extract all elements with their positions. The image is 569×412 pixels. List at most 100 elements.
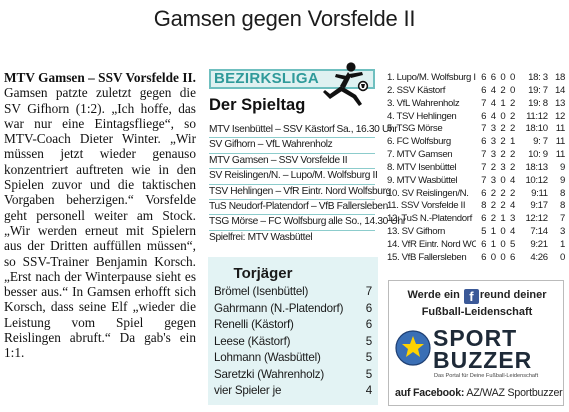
standings-points: 3 <box>560 226 566 238</box>
standings-games: 6 <box>481 187 487 199</box>
scorer-goals: 5 <box>365 334 372 348</box>
standings-points: 7 <box>560 213 566 225</box>
scorer-row: Gahrmann (N.-Platendorf) 6 <box>214 301 372 318</box>
scorer-name: Saretzki (Wahrenholz) <box>214 367 325 381</box>
standings-games: 6 <box>481 110 487 122</box>
standings-row: 13. SV Gifhorn 5 1 0 4 7:14 3 <box>387 226 565 239</box>
standings-wins: 2 <box>490 161 496 173</box>
standings-points: 13 <box>555 97 566 109</box>
standings-row: 4. TSV Hehlingen 6 4 0 2 11:12 12 <box>387 111 565 124</box>
standings-games: 7 <box>481 161 487 173</box>
scorer-goals: 4 <box>365 384 372 397</box>
scorer-name: vier Spieler je <box>214 384 282 397</box>
standings-goals: 10:12 <box>525 174 548 186</box>
ad-footer-handle: AZ/WAZ Sportbuzzer <box>464 387 563 399</box>
standings-goals: 9: 7 <box>533 136 548 148</box>
ad-footer: auf Facebook: AZ/WAZ Sportbuzzer <box>395 387 563 399</box>
standings-games: 6 <box>481 136 487 148</box>
fixture-match: TSV Hehlingen – VfR Eintr. Nord Wolfsbur… <box>209 185 391 197</box>
standings-losses: 2 <box>509 161 515 173</box>
fixture-row: MTV Gamsen – SSV Vorsfelde II <box>209 154 375 170</box>
fixture-match: Spielfrei: MTV Wasbüttel <box>209 231 313 243</box>
standings-draws: 0 <box>500 110 506 122</box>
ad-footer-label: auf Facebook: <box>395 387 465 399</box>
brand-buzzer: BUZZER <box>433 347 533 373</box>
football-player-icon <box>323 62 369 106</box>
sportbuzzer-ball-icon <box>395 330 431 366</box>
standings-goals: 9:21 <box>530 238 548 250</box>
standings-games: 5 <box>481 226 487 238</box>
standings-goals: 19: 8 <box>528 97 548 109</box>
standings-points: 14 <box>555 84 566 96</box>
standings-points: 11 <box>555 123 566 135</box>
standings-losses: 0 <box>509 84 515 96</box>
standings-points: 8 <box>560 187 566 199</box>
standings-team: 9. MTV Wasbüttel <box>387 174 458 186</box>
standings-wins: 3 <box>490 149 496 161</box>
scorer-goals: 6 <box>365 301 372 315</box>
standings-team: 12. TuS N.-Platendorf <box>387 213 472 225</box>
standings-draws: 2 <box>500 84 506 96</box>
standings-team: 1. Lupo/M. Wolfsburg II <box>387 72 477 83</box>
standings-row: 8. MTV Isenbüttel 7 2 3 2 18:13 9 <box>387 162 565 175</box>
standings-points: 9 <box>560 174 566 186</box>
scorer-row: Leese (Kästorf) 5 <box>214 334 372 351</box>
standings-goals: 4:26 <box>530 251 548 263</box>
standings-team: 5. TSG Mörse <box>387 123 443 135</box>
standings-row: 12. TuS N.-Platendorf 6 2 1 3 12:12 7 <box>387 213 565 226</box>
standings-goals: 10: 9 <box>528 149 548 161</box>
scorer-goals: 6 <box>365 318 372 331</box>
ad-headline: Werde ein f reund deiner <box>389 289 565 304</box>
standings-draws: 0 <box>500 72 506 83</box>
standings-team: 2. SSV Kästorf <box>387 84 446 96</box>
standings-draws: 3 <box>500 161 506 173</box>
standings-losses: 2 <box>509 187 515 199</box>
standings-team: 8. MTV Isenbüttel <box>387 161 457 173</box>
standings-games: 7 <box>481 149 487 161</box>
fixture-match: TSG Mörse – FC Wolfsburg <box>209 216 327 228</box>
top-scorers-list: Brömel (Isenbüttel) 7 Gahrmann (N.-Platen… <box>214 284 372 400</box>
standings-goals: 7:14 <box>530 226 548 238</box>
fixture-match: SV Gifhorn – VfL Wahrenholz <box>209 139 333 151</box>
standings-draws: 2 <box>500 187 506 199</box>
spieltag-title: Der Spieltag <box>209 96 306 114</box>
standings-wins: 0 <box>490 251 496 263</box>
standings-row: 1. Lupo/M. Wolfsburg II 6 6 0 0 18: 3 18 <box>387 72 565 85</box>
standings-losses: 0 <box>509 72 515 83</box>
standings-row: 5. TSG Mörse 7 3 2 2 18:10 11 <box>387 123 565 136</box>
standings-losses: 6 <box>509 251 515 263</box>
standings-draws: 0 <box>500 226 506 238</box>
standings-draws: 0 <box>500 251 506 263</box>
top-scorers-title: Torjäger <box>233 265 293 282</box>
standings-wins: 4 <box>490 84 496 96</box>
top-scorers-box: Torjäger Brömel (Isenbüttel) 7 Gahrmann (… <box>208 257 378 405</box>
standings-goals: 12:12 <box>525 213 548 225</box>
standings-wins: 3 <box>490 136 496 148</box>
standings-losses: 3 <box>509 213 515 225</box>
standings-points: 18 <box>555 72 566 83</box>
scorer-name: Lohmann (Wasbüttel) <box>214 351 321 364</box>
standings-team: 4. TSV Hehlingen <box>387 110 457 122</box>
scorer-goals: 7 <box>365 285 372 298</box>
fixtures-list: MTV Isenbüttel – SSV Kästorf Sa., 16.30 U… <box>209 123 406 246</box>
standings-wins: 6 <box>490 72 496 83</box>
standings-losses: 4 <box>509 226 515 238</box>
fixture-match: MTV Isenbüttel – SSV Kästorf <box>209 124 335 135</box>
standings-row: 10. SV Reislingen/N. 6 2 2 2 9:11 8 <box>387 188 565 201</box>
standings-games: 7 <box>481 174 487 186</box>
standings-wins: 2 <box>490 187 496 199</box>
fixture-row: Spielfrei: MTV Wasbüttel <box>209 231 375 246</box>
standings-row: 15. VfB Fallersleben 6 0 0 6 4:26 0 <box>387 252 565 265</box>
article-lead: MTV Gamsen – SSV Vorsfelde II. <box>4 70 196 85</box>
standings-row: 3. VfL Wahrenholz 7 4 1 2 19: 8 13 <box>387 98 565 111</box>
standings-wins: 1 <box>490 226 496 238</box>
scorer-name: Renelli (Kästorf) <box>214 318 294 331</box>
standings-wins: 3 <box>490 123 496 135</box>
ad-line1-post: reund deiner <box>479 289 547 301</box>
standings-team: 7. MTV Gamsen <box>387 149 453 161</box>
fixture-row: SV Reislingen/N. – Lupo/M. Wolfsburg II <box>209 169 378 185</box>
standings-draws: 2 <box>500 136 506 148</box>
standings-games: 7 <box>481 97 487 109</box>
standings-losses: 4 <box>509 200 515 212</box>
fixture-row: TSG Mörse – FC Wolfsburg alle So., 14.30 … <box>209 215 406 231</box>
